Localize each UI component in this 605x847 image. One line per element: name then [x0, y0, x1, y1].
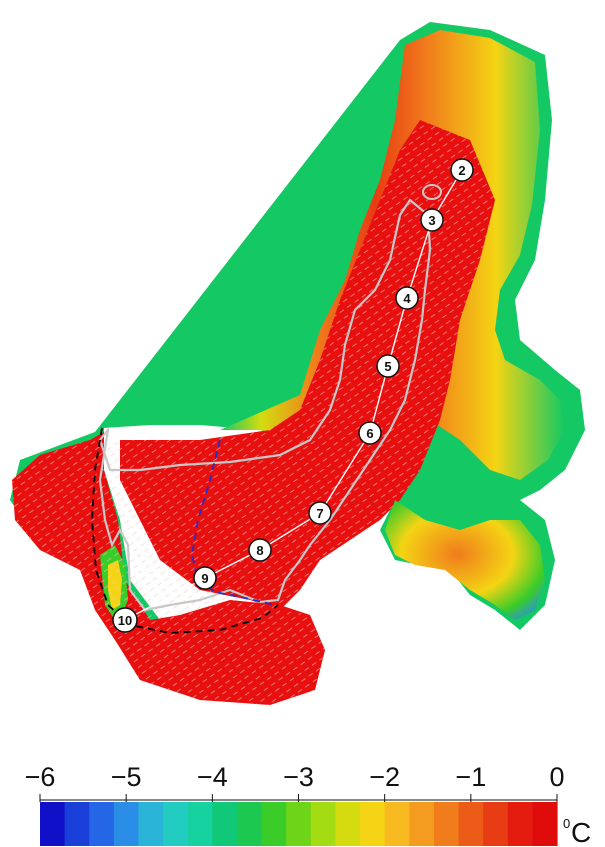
svg-text:4: 4	[403, 291, 411, 306]
marker-3: 3	[420, 208, 444, 232]
colorbar-cell	[187, 802, 213, 846]
colorbar-cell	[286, 802, 312, 846]
colorbar-cells	[40, 802, 558, 846]
colorbar-cell	[212, 802, 238, 846]
colorbar-unit-superscript: 0	[563, 816, 570, 831]
colorbar-tick-label: −5	[111, 762, 142, 792]
colorbar-tick-marks	[39, 794, 558, 802]
colorbar-cell	[64, 802, 90, 846]
temperature-colorbar: −6 −5 −4 −3 −2 −1 0 0 C	[25, 762, 592, 847]
svg-text:10: 10	[118, 613, 132, 628]
colorbar-tick-labels: −6 −5 −4 −3 −2 −1 0	[25, 762, 565, 792]
colorbar-cell	[433, 802, 460, 846]
colorbar-tick-label: −4	[197, 762, 228, 792]
colorbar-cell	[261, 802, 287, 846]
colorbar-cell	[507, 802, 533, 846]
colorbar-tick-label: −3	[283, 762, 314, 792]
colorbar-cell	[360, 802, 386, 846]
colorbar-cell	[163, 802, 189, 846]
svg-text:5: 5	[384, 359, 391, 374]
colorbar-cell	[335, 802, 361, 846]
colorbar-tick-label: −2	[369, 762, 400, 792]
marker-2: 2	[450, 158, 474, 182]
colorbar-cell	[89, 802, 115, 846]
glacier-east-lobe	[385, 500, 545, 620]
svg-text:8: 8	[256, 543, 263, 558]
colorbar-unit: C	[571, 817, 591, 847]
marker-4: 4	[395, 286, 419, 310]
isotherm-contour	[98, 198, 432, 612]
colorbar-tick-label: −6	[25, 762, 56, 792]
glacier-temperature-map: 2 3 4 5 6 7 8 9 10	[10, 22, 585, 705]
boundary-blue-dashed	[191, 439, 276, 606]
svg-text:3: 3	[428, 213, 435, 228]
colorbar-tick-label: 0	[549, 762, 564, 792]
colorbar-cell	[40, 802, 66, 846]
marker-8: 8	[248, 538, 272, 562]
svg-text:2: 2	[458, 163, 465, 178]
colorbar-cell	[458, 802, 484, 846]
marker-10: 10	[112, 607, 138, 633]
colorbar-cell	[384, 802, 410, 846]
colorbar-cell	[483, 802, 509, 846]
colorbar-cell	[409, 802, 435, 846]
marker-5: 5	[376, 354, 400, 378]
colorbar-cell	[236, 802, 263, 846]
svg-text:9: 9	[201, 571, 208, 586]
colorbar-cell	[113, 802, 140, 846]
colorbar-tick-label: −1	[455, 762, 486, 792]
colorbar-cell	[310, 802, 337, 846]
svg-text:7: 7	[316, 506, 323, 521]
marker-9: 9	[193, 566, 217, 590]
marker-6: 6	[358, 421, 382, 445]
marker-7: 7	[308, 501, 332, 525]
isotherm-island	[422, 184, 442, 200]
flow-vector-field	[12, 120, 495, 705]
svg-text:6: 6	[366, 426, 373, 441]
colorbar-cell	[532, 802, 558, 846]
colorbar-cell	[138, 802, 164, 846]
